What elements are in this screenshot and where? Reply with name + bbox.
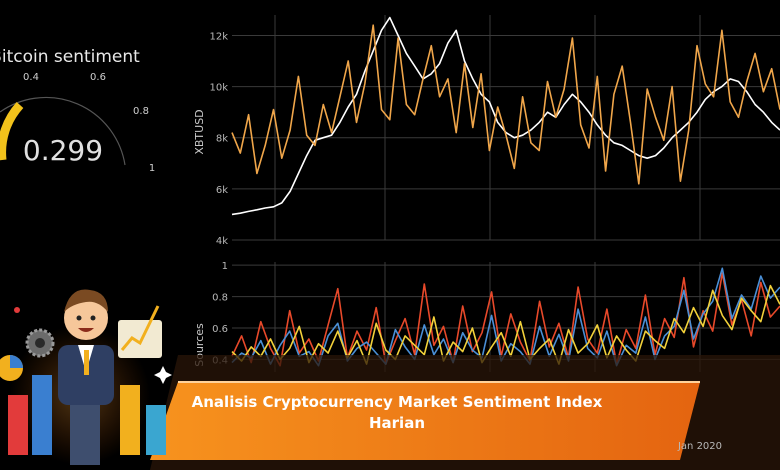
illustration-bar	[146, 405, 166, 455]
sources-chart-y-ticks: 0.40.60.81	[212, 261, 228, 366]
sources-chart-y-tick-label: 0.8	[212, 293, 228, 304]
gauge-tick-label: 0.4	[23, 72, 39, 83]
banner-title-line2: Harian	[369, 414, 425, 432]
price-chart-y-ticks: 4k 6k 8k 10k 12k	[209, 31, 228, 247]
sentiment-gauge: Bitcoin sentiment 0.4 0.6 0.8 1 0.299	[0, 47, 155, 174]
price-chart-y-tick-label: 6k	[216, 185, 228, 196]
banner-title-line1: Analisis Cryptocurrency Market Sentiment…	[192, 393, 603, 411]
person-smile	[78, 328, 94, 332]
illustration-bar	[8, 395, 28, 455]
pie-slice	[10, 355, 23, 368]
price-chart-series-line-1	[231, 24, 780, 185]
price-chart-y-tick-label: 8k	[216, 134, 228, 145]
trend-chart-line	[120, 305, 160, 351]
sources-chart-y-tick-label: 0.6	[212, 324, 228, 335]
person-tie	[84, 350, 89, 375]
x-tick-label: Jan 2020	[677, 441, 722, 452]
person-head	[64, 296, 108, 340]
sources-chart-series	[231, 267, 780, 367]
gauge-title: Bitcoin sentiment	[0, 47, 140, 67]
person-legs	[70, 395, 100, 465]
person-eye	[90, 315, 96, 321]
price-chart-series	[231, 16, 780, 216]
gauge-value: 0.299	[23, 134, 103, 167]
price-chart-y-tick-label: 10k	[209, 83, 228, 94]
gauge-tick-label: 0.6	[90, 72, 106, 83]
sparkle-dot	[14, 307, 20, 313]
gauge-tick-label: 1	[149, 163, 155, 174]
gauge-arc-outline	[0, 96, 126, 166]
price-chart-y-axis-title: XBTUSD	[193, 109, 206, 154]
sources-chart-series-line-1	[231, 267, 780, 367]
illustration-bar	[120, 385, 140, 455]
sources-chart-y-tick-label: 1	[222, 261, 228, 272]
sparkle-icon	[154, 366, 172, 384]
title-banner: Analisis Cryptocurrency Market Sentiment…	[150, 355, 780, 470]
person-hair	[64, 289, 108, 312]
price-chart-grid	[232, 15, 780, 241]
person-eye	[76, 315, 82, 321]
illustration-bar	[32, 375, 52, 455]
trend-chart-icon	[118, 320, 162, 358]
gauge-value-arc	[0, 101, 24, 161]
price-chart-y-tick-label: 12k	[209, 31, 228, 42]
banner-ribbon	[150, 382, 700, 460]
price-chart-y-tick-label: 4k	[216, 236, 228, 247]
gauge-tick-label: 0.8	[133, 106, 149, 117]
sources-chart-series-line-2	[231, 284, 780, 365]
businessman-illustration	[0, 289, 172, 465]
gear-icon-center	[35, 338, 45, 348]
